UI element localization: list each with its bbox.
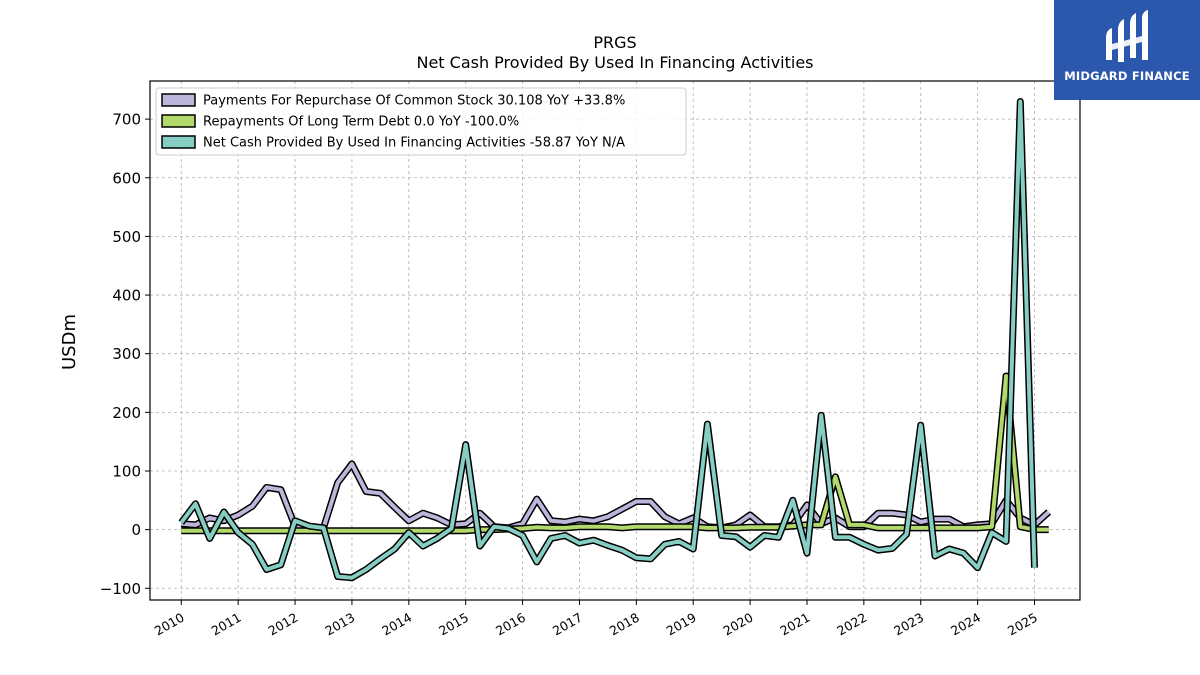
y-axis-label: USDm: [59, 314, 80, 370]
y-tick-label: 600: [112, 169, 141, 187]
x-tick-label: 2025: [1005, 610, 1040, 639]
series-lines: [178, 98, 1052, 582]
midgard-logo-icon: [1106, 10, 1148, 62]
x-tick-label: 2023: [891, 610, 926, 639]
x-tick-label: 2020: [721, 610, 756, 639]
chart-title: PRGS: [593, 33, 636, 52]
legend-swatch: [161, 93, 196, 107]
series-0-line: [181, 461, 1051, 530]
plot-frame: [149, 80, 1081, 601]
legend-box: [155, 87, 687, 156]
x-tick-label: 2022: [834, 610, 869, 639]
legend-entry: Repayments Of Long Term Debt 0.0 YoY -10…: [203, 115, 519, 130]
series-0-outline: [181, 460, 1052, 532]
y-tick-label: 500: [112, 228, 141, 246]
axis-ticks: −100 0 100 200 300 400 500 600 700 2010 2011 2012 20…: [100, 111, 1040, 639]
legend-swatch: [161, 114, 196, 128]
legend-entry: Payments For Repurchase Of Common Stock …: [203, 94, 625, 109]
legend-swatch: [161, 135, 196, 149]
y-tick-label: 300: [112, 345, 141, 363]
x-tick-label: 2011: [209, 610, 244, 639]
y-tick-label: 700: [112, 111, 141, 129]
x-tick-label: 2017: [550, 610, 585, 639]
x-tick-label: 2021: [777, 610, 812, 639]
series-2-line: [179, 99, 1037, 580]
x-tick-label: 2012: [265, 610, 300, 639]
brand-name: MIDGARD FINANCE: [1064, 69, 1190, 83]
y-tick-label: −100: [100, 580, 141, 598]
brand-logo: MIDGARD FINANCE: [1054, 0, 1200, 100]
x-tick-label: 2018: [607, 610, 642, 639]
x-tick-label: 2015: [436, 610, 471, 639]
legend: Payments For Repurchase Of Common Stock …: [155, 87, 687, 156]
x-tick-label: 2014: [379, 610, 414, 639]
x-tick-label: 2016: [493, 610, 528, 639]
y-tick-label: 400: [112, 287, 141, 305]
y-tick-label: 200: [112, 404, 141, 422]
x-tick-label: 2019: [664, 610, 699, 639]
x-tick-label: 2010: [152, 610, 187, 639]
y-tick-label: 100: [112, 462, 141, 480]
x-tick-label: 2013: [322, 610, 357, 639]
series-2-outline: [178, 98, 1038, 582]
legend-entry: Net Cash Provided By Used In Financing A…: [203, 136, 625, 151]
chart-subtitle: Net Cash Provided By Used In Financing A…: [416, 53, 813, 72]
y-tick-label: 0: [131, 521, 141, 539]
x-tick-label: 2024: [948, 610, 983, 639]
